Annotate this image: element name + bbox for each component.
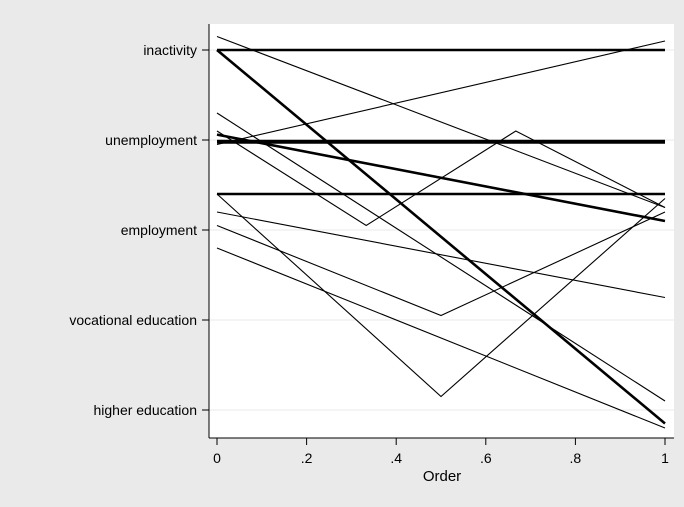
x-tick-label: 0	[213, 450, 221, 466]
series-line-6	[216, 35, 666, 209]
series-line-7	[216, 40, 666, 146]
x-tick-label: .2	[301, 450, 313, 466]
series-line-9	[216, 130, 666, 227]
x-tick-label: .8	[570, 450, 582, 466]
series-line-12	[216, 211, 666, 317]
y-tick-label: inactivity	[143, 42, 197, 58]
y-tick-label: higher education	[93, 402, 197, 418]
y-tick-label: vocational education	[69, 312, 197, 328]
x-tick-label: .6	[480, 450, 492, 466]
series-group	[216, 35, 666, 429]
x-axis-title: Order	[423, 468, 461, 485]
series-line-11	[216, 193, 666, 398]
plot-area	[209, 24, 674, 438]
y-tick-label: employment	[121, 222, 197, 238]
x-tick-label: .4	[390, 450, 402, 466]
x-axis: 0 .2 .4 .6 .8 1	[209, 437, 674, 466]
y-axis: higher education vocational education empl…	[69, 24, 210, 438]
series-line-2	[216, 49, 666, 425]
x-tick-label: 1	[661, 450, 669, 466]
series-line-10	[216, 211, 666, 299]
series-line-13	[216, 247, 666, 429]
series-line-8	[216, 112, 666, 402]
y-tick-label: unemployment	[105, 132, 197, 148]
